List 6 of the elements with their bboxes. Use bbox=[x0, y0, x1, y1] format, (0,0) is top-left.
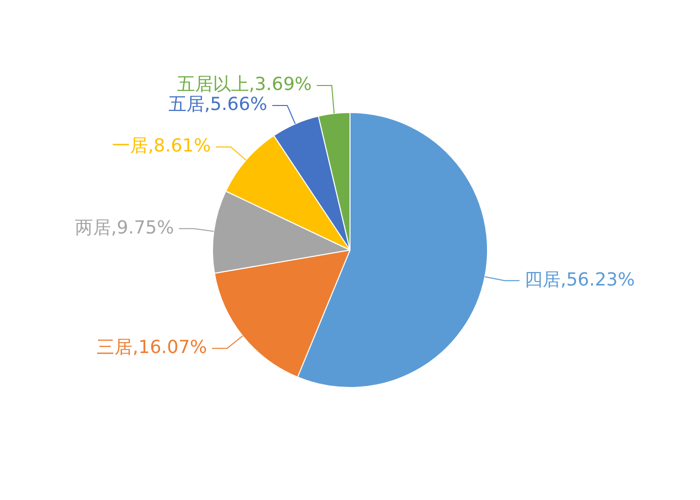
slice-label: 五居以上,3.69% bbox=[176, 74, 312, 96]
slice-label: 三居,16.07% bbox=[96, 337, 208, 358]
slice-label: 两居,9.75% bbox=[75, 217, 174, 238]
slice-label: 一居,8.61% bbox=[112, 136, 211, 157]
slice-label: 四居,56.23% bbox=[524, 269, 635, 290]
slice-label: 五居,5.66% bbox=[168, 94, 268, 116]
